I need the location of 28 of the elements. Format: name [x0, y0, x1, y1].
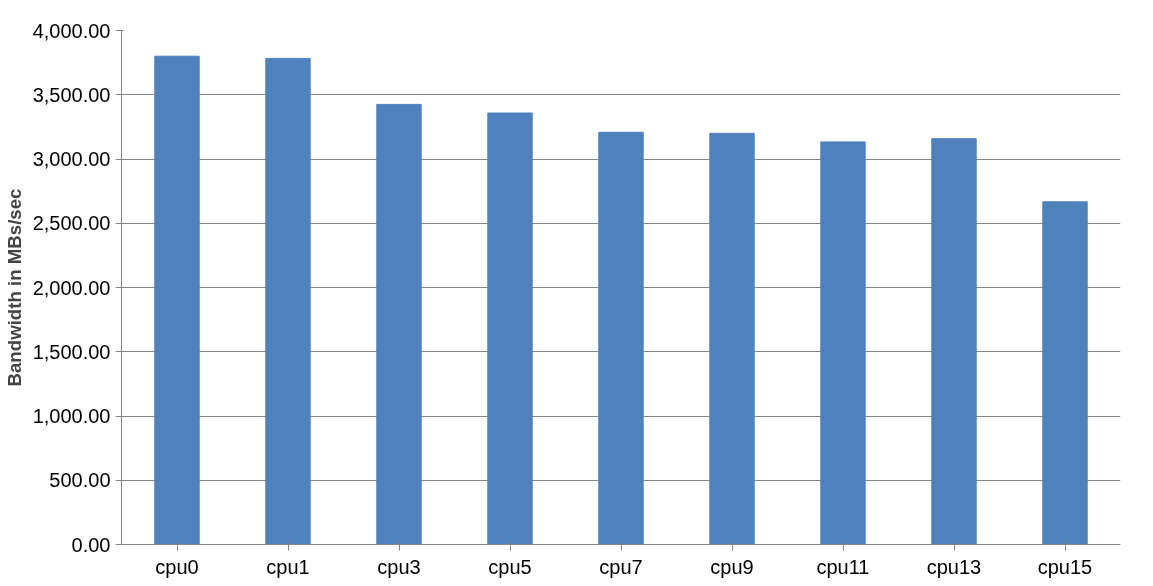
y-tick-label: 2,000.00	[32, 276, 111, 299]
y-tick-label: 3,500.00	[32, 83, 111, 106]
bar	[265, 57, 311, 545]
x-tick-label: cpu3	[377, 555, 421, 578]
y-tick-label: 2,500.00	[32, 212, 111, 235]
y-tick-label: 0.00	[71, 533, 111, 556]
x-tick-label: cpu11	[816, 555, 870, 578]
y-tick-label: 4,000.00	[32, 19, 111, 42]
bar	[598, 131, 644, 545]
y-tick-label: 1,500.00	[32, 340, 111, 363]
y-tick-label: 1,000.00	[32, 405, 111, 427]
y-axis-title: Bandwidth in MBs/sec	[3, 188, 25, 387]
x-tick-label: cpu13	[926, 555, 982, 578]
bar	[487, 112, 533, 545]
bar	[376, 103, 422, 545]
x-tick-label: cpu7	[599, 555, 643, 578]
bar	[709, 132, 755, 545]
x-tick-label: cpu15	[1037, 555, 1093, 578]
x-tick-label: cpu0	[155, 555, 199, 578]
bar	[931, 138, 977, 545]
x-tick-label: cpu1	[266, 555, 310, 578]
y-tick-label: 3,000.00	[32, 148, 111, 170]
x-tick-label: cpu9	[710, 555, 754, 578]
bar	[820, 141, 866, 545]
x-tick-label: cpu5	[488, 555, 532, 578]
bar	[1042, 201, 1088, 545]
bar	[154, 55, 200, 545]
y-tick-label: 500.00	[49, 469, 111, 492]
